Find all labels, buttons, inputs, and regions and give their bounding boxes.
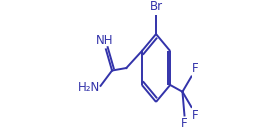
Text: NH: NH [96,34,114,47]
Text: F: F [181,117,188,130]
Text: F: F [192,62,199,75]
Text: Br: Br [149,0,163,13]
Text: F: F [192,109,199,122]
Text: H₂N: H₂N [78,81,100,94]
